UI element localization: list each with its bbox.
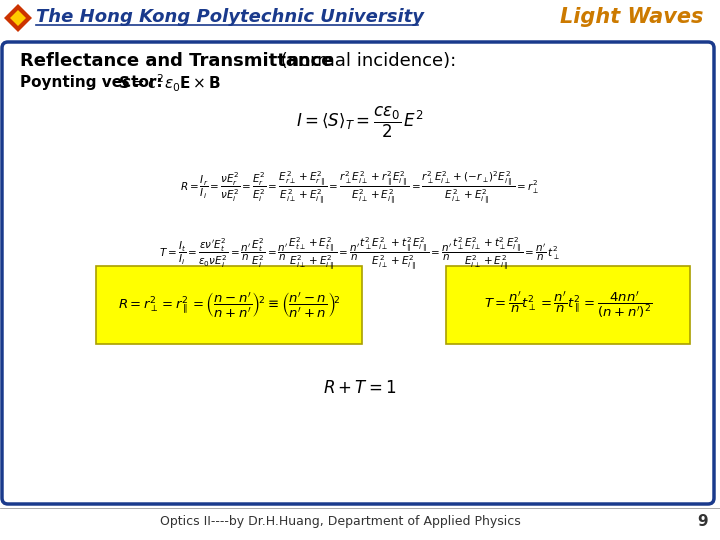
Text: $I = \langle S \rangle_T = \dfrac{c\varepsilon_0}{2}\, E^2$: $I = \langle S \rangle_T = \dfrac{c\vare… xyxy=(296,104,424,140)
Text: $T = \dfrac{n^{\prime}}{n}t_{\perp}^2 = \dfrac{n^{\prime}}{n}t_{\parallel}^2 = \: $T = \dfrac{n^{\prime}}{n}t_{\perp}^2 = … xyxy=(484,289,652,320)
Text: $\mathbf{S} = c^2\varepsilon_0\mathbf{E}\times\mathbf{B}$: $\mathbf{S} = c^2\varepsilon_0\mathbf{E}… xyxy=(118,72,221,94)
FancyBboxPatch shape xyxy=(2,42,714,504)
Text: Poynting vector:: Poynting vector: xyxy=(20,76,163,91)
Text: The Hong Kong Polytechnic University: The Hong Kong Polytechnic University xyxy=(36,8,424,26)
Text: Reflectance and Transmittance: Reflectance and Transmittance xyxy=(20,52,333,70)
Text: Optics II----by Dr.H.Huang, Department of Applied Physics: Optics II----by Dr.H.Huang, Department o… xyxy=(160,516,521,529)
Text: $T = \dfrac{I_t}{I_i} = \dfrac{\varepsilon\nu^{\prime} E_t^2}{\varepsilon_0\nu E: $T = \dfrac{I_t}{I_i} = \dfrac{\varepsil… xyxy=(159,235,561,272)
Text: $R = r_{\perp}^2 = r_{\parallel}^2 = \left(\dfrac{n-n^{\prime}}{n+n^{\prime}}\ri: $R = r_{\perp}^2 = r_{\parallel}^2 = \le… xyxy=(117,291,341,320)
Text: Light Waves: Light Waves xyxy=(559,7,703,27)
Polygon shape xyxy=(10,10,26,26)
FancyBboxPatch shape xyxy=(446,266,690,344)
Text: $R = \dfrac{I_r}{I_i} = \dfrac{\nu E_r^2}{\nu E_i^2} = \dfrac{E_r^2}{E_i^2} = \d: $R = \dfrac{I_r}{I_i} = \dfrac{\nu E_r^2… xyxy=(180,170,540,206)
Text: $R + T = 1$: $R + T = 1$ xyxy=(323,379,397,397)
FancyBboxPatch shape xyxy=(96,266,362,344)
Text: 9: 9 xyxy=(698,515,708,530)
Text: (normal incidence):: (normal incidence): xyxy=(275,52,456,70)
Polygon shape xyxy=(4,4,32,32)
